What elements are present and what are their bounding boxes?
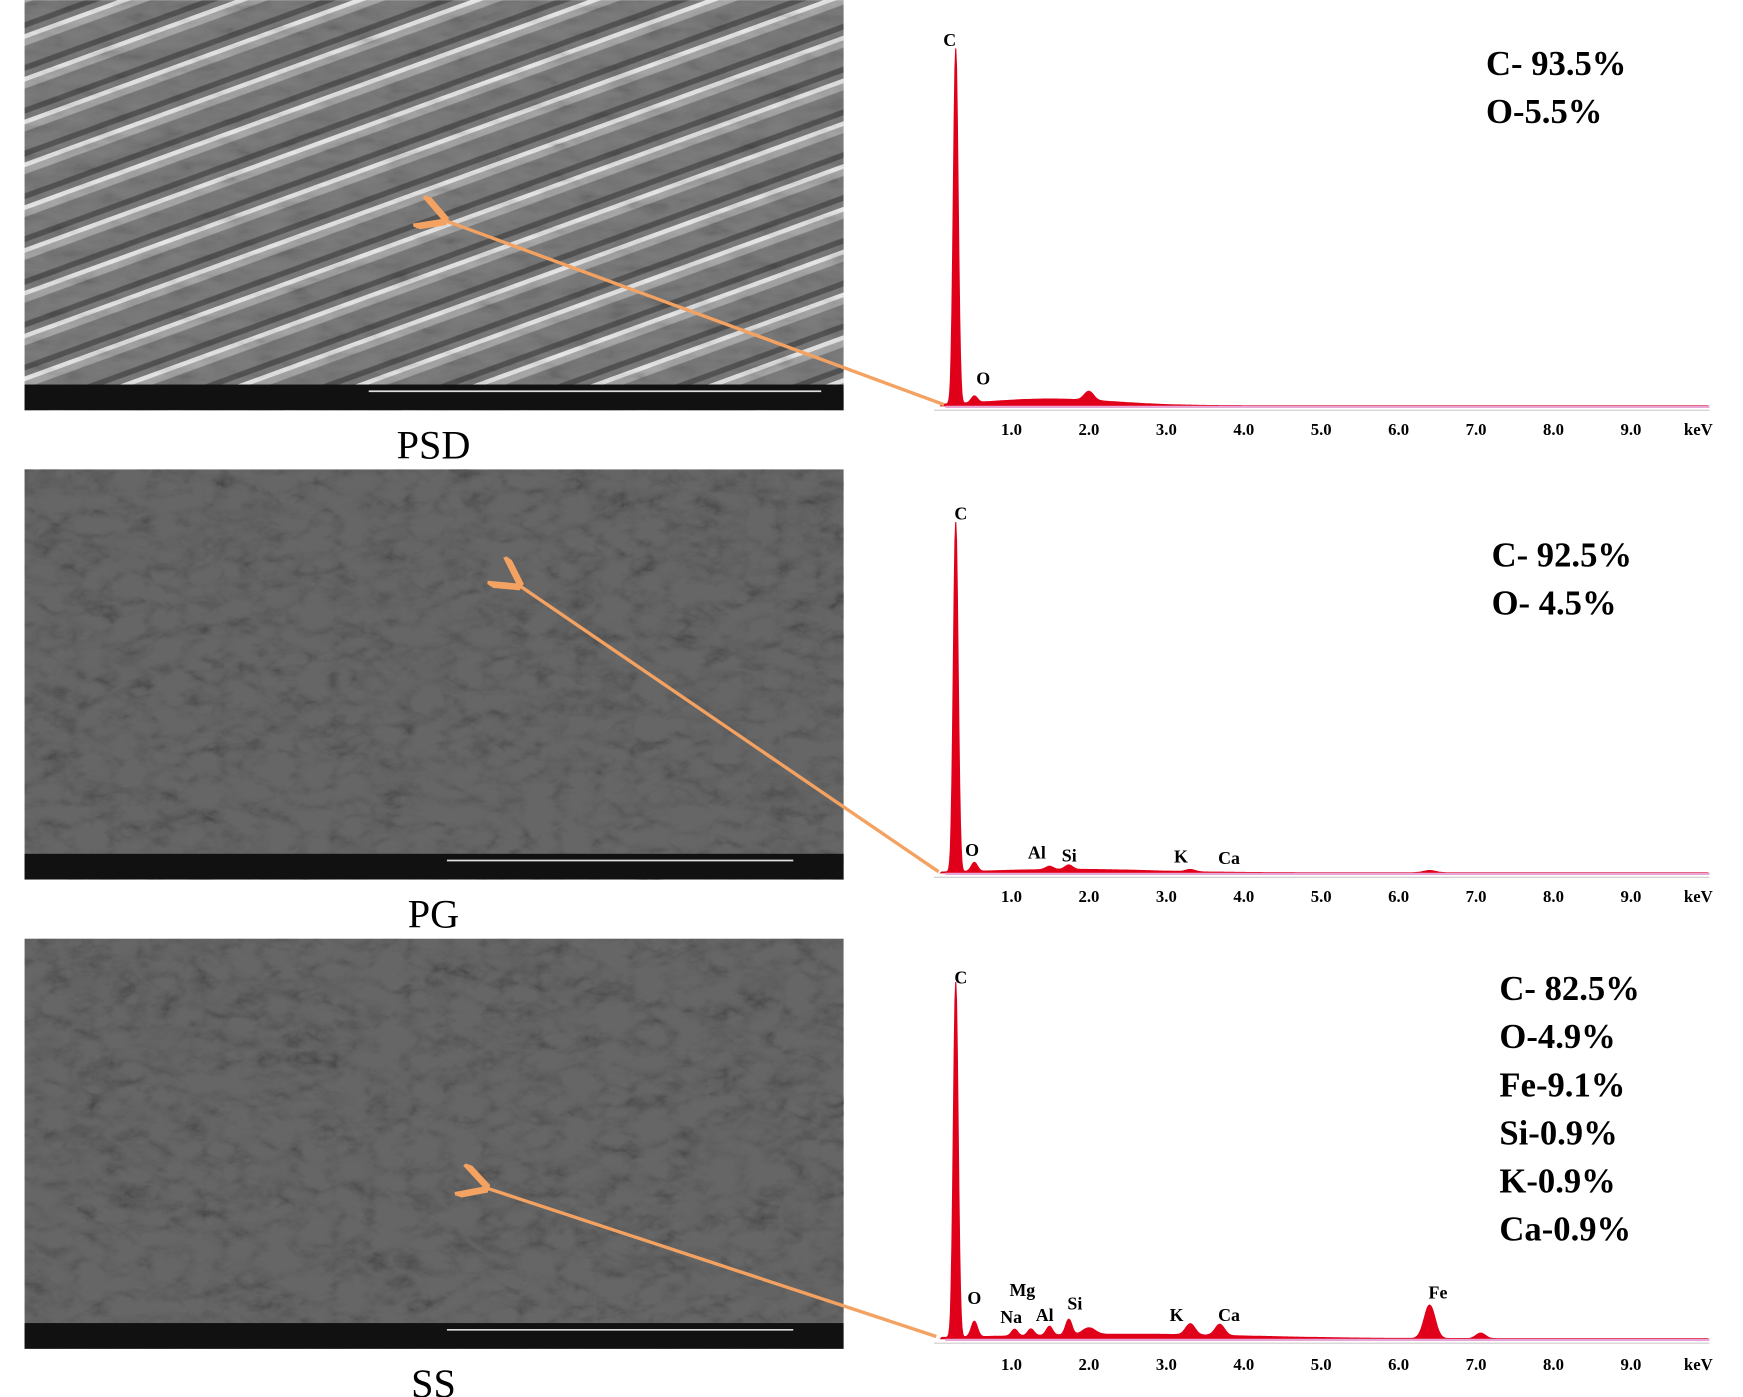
composition: Fe-9.1% [1499, 1066, 1625, 1104]
axis-unit: keV [1684, 420, 1713, 439]
arrow [483, 1187, 937, 1339]
peak-label: O [976, 369, 990, 389]
peak-label: O [965, 840, 979, 860]
composition: Ca-0.9% [1499, 1210, 1631, 1248]
tick-label: 8.0 [1543, 1355, 1564, 1374]
peak-label: C [954, 967, 967, 987]
peak-label: Al [1028, 842, 1046, 862]
peak-label: K [1174, 847, 1188, 867]
tick-label: 7.0 [1466, 887, 1487, 906]
panel: PG 1.0 2.0 3.0 4.0 5.0 6.0 7.0 8.0 9.0 keV C O Al Si K C… [24, 469, 1713, 937]
peak-label: C [954, 504, 967, 524]
tick-label: 9.0 [1620, 1355, 1641, 1374]
composition: O-4.9% [1499, 1018, 1615, 1056]
composition: K-0.9% [1499, 1162, 1615, 1200]
panel-label: PSD [397, 422, 471, 467]
tick-label: 4.0 [1233, 1355, 1254, 1374]
peak-label: Al [1036, 1305, 1054, 1325]
tick-label: 9.0 [1620, 887, 1641, 906]
tick-label: 2.0 [1078, 420, 1099, 439]
tick-label: 1.0 [1001, 420, 1022, 439]
spectrum [939, 522, 1709, 874]
tick-label: 1.0 [1001, 1355, 1022, 1374]
sem-texture [24, 469, 844, 880]
panel-label: SS [411, 1361, 456, 1397]
tick-label: 6.0 [1388, 420, 1409, 439]
peak-label: Ca [1218, 1305, 1240, 1325]
tick-label: 3.0 [1156, 887, 1177, 906]
peak-label: Ca [1218, 848, 1240, 868]
tick-label: 5.0 [1311, 420, 1332, 439]
composition: Si-0.9% [1499, 1114, 1617, 1152]
panel: PSD 1.0 2.0 3.0 4.0 5.0 6.0 7.0 8.0 9.0 keV C O C- 93… [24, 0, 1713, 467]
tick-label: 8.0 [1543, 887, 1564, 906]
peak-label: K [1170, 1305, 1184, 1325]
tick-label: 8.0 [1543, 420, 1564, 439]
panel: SS 1.0 2.0 3.0 4.0 5.0 6.0 7.0 8.0 9.0 keV C O Mg Na Al… [24, 938, 1713, 1397]
composition: C- 92.5% [1492, 537, 1632, 575]
arrow [516, 583, 940, 874]
tick-label: 7.0 [1466, 420, 1487, 439]
peak-label: Si [1062, 846, 1077, 866]
tick-label: 2.0 [1078, 887, 1099, 906]
tick-label: 4.0 [1233, 887, 1254, 906]
peak-label: Fe [1429, 1282, 1448, 1302]
sem-info-bar [24, 853, 844, 880]
panel-label: PG [408, 892, 459, 937]
tick-label: 6.0 [1388, 887, 1409, 906]
axis-unit: keV [1684, 887, 1713, 906]
tick-label: 5.0 [1311, 887, 1332, 906]
tick-label: 9.0 [1620, 420, 1641, 439]
tick-label: 1.0 [1001, 887, 1022, 906]
axis-unit: keV [1684, 1355, 1713, 1374]
composition: C- 93.5% [1486, 45, 1626, 83]
peak-label: C [943, 30, 956, 50]
sem-texture [24, 0, 844, 411]
tick-label: 5.0 [1311, 1355, 1332, 1374]
sem-info-bar [24, 1323, 844, 1349]
tick-label: 6.0 [1388, 1355, 1409, 1374]
composition: C- 82.5% [1499, 970, 1639, 1008]
tick-label: 3.0 [1156, 1355, 1177, 1374]
arrow [441, 219, 945, 407]
tick-label: 4.0 [1233, 420, 1254, 439]
composition: O-5.5% [1486, 93, 1602, 131]
sem-info-bar [24, 384, 844, 411]
peak-label: Na [1000, 1307, 1022, 1327]
peak-label: Si [1067, 1294, 1082, 1314]
tick-label: 2.0 [1078, 1355, 1099, 1374]
sem-texture [24, 938, 844, 1349]
tick-label: 7.0 [1466, 1355, 1487, 1374]
composition: O- 4.5% [1492, 585, 1617, 623]
tick-label: 3.0 [1156, 420, 1177, 439]
peak-label: Mg [1009, 1280, 1035, 1300]
peak-label: O [967, 1288, 981, 1308]
